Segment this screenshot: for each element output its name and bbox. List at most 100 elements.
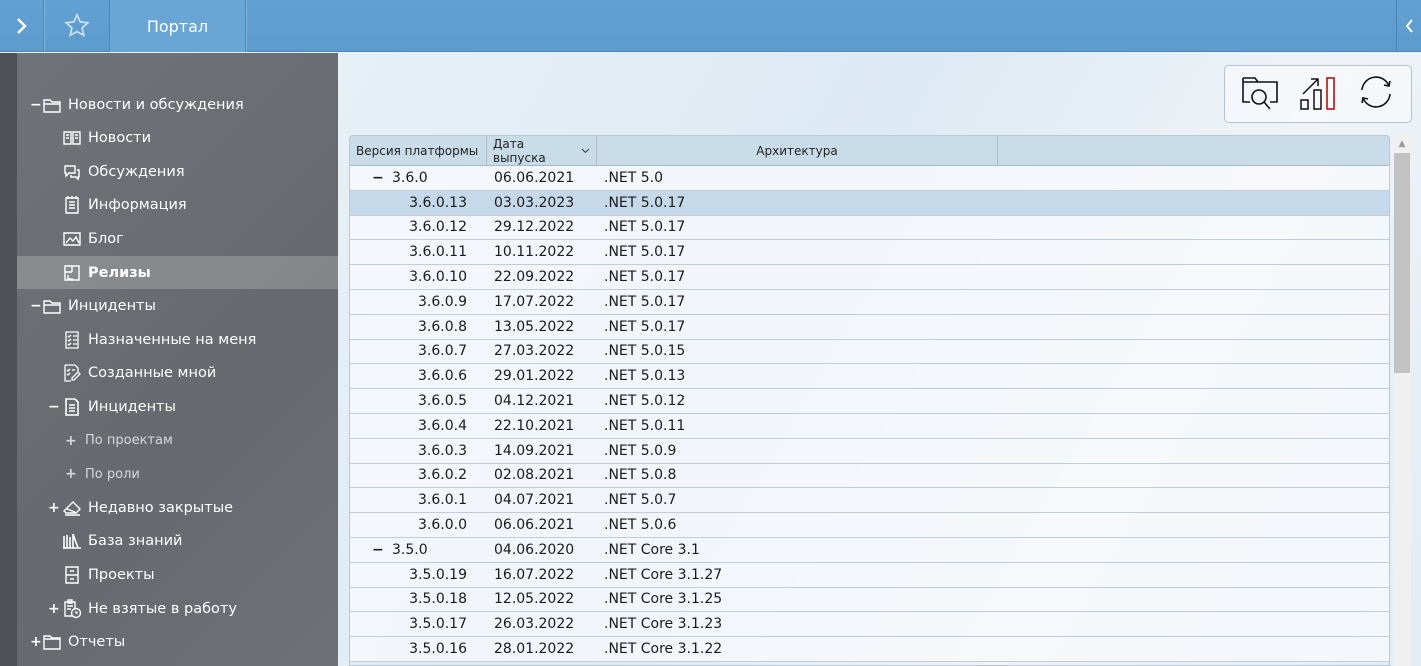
collapse-icon[interactable]: − bbox=[30, 96, 42, 113]
table-row[interactable]: 3.6.0.3 14.09.2021 .NET 5.0.9 bbox=[350, 438, 1389, 464]
table-row[interactable]: 3.6.0.8 13.05.2022 .NET 5.0.17 bbox=[350, 314, 1389, 340]
table-row[interactable]: 3.6.0.1 04.07.2021 .NET 5.0.7 bbox=[350, 488, 1389, 514]
group-row[interactable]: −3.5.0 04.06.2020 .NET Core 3.1 bbox=[350, 537, 1389, 563]
toolbar bbox=[1224, 65, 1412, 123]
version-cell: 3.6.0.9 bbox=[418, 293, 467, 310]
sidebar-item[interactable]: Блог bbox=[17, 222, 338, 255]
collapse-icon[interactable]: − bbox=[48, 398, 60, 415]
sidebar-item-label: Обсуждения bbox=[88, 163, 185, 180]
table-row[interactable]: 3.5.0.18 12.05.2022 .NET Core 3.1.25 bbox=[350, 587, 1389, 613]
table-row[interactable]: 3.6.0.11 10.11.2022 .NET 5.0.17 bbox=[350, 240, 1389, 266]
scrollbar-thumb[interactable] bbox=[1394, 153, 1410, 373]
version-cell: 3.6.0.10 bbox=[409, 269, 467, 286]
table-header: Версия платформы Дата выпуска Архитектур… bbox=[350, 136, 1389, 166]
architecture-cell: .NET Core 3.1.23 bbox=[604, 616, 723, 633]
expand-icon[interactable]: + bbox=[65, 466, 77, 483]
sidebar-item[interactable]: + По проектам bbox=[17, 424, 338, 457]
scroll-up-icon[interactable]: ▲ bbox=[1398, 139, 1406, 149]
sidebar-item[interactable]: Созданные мной bbox=[17, 357, 338, 390]
sidebar-item[interactable]: Информация bbox=[17, 189, 338, 222]
chevron-down-icon bbox=[581, 148, 590, 154]
table-row[interactable]: 3.5.0.19 16.07.2022 .NET Core 3.1.27 bbox=[350, 562, 1389, 588]
folder-search-icon bbox=[1242, 77, 1278, 110]
date-cell: 29.01.2022 bbox=[494, 368, 575, 385]
sidebar-item-label: Новости bbox=[88, 130, 152, 147]
collapse-icon[interactable]: − bbox=[372, 169, 384, 186]
architecture-cell: .NET 5.0.13 bbox=[604, 368, 686, 385]
table-row[interactable]: 3.5.0.17 26.03.2022 .NET Core 3.1.23 bbox=[350, 612, 1389, 638]
sidebar-item[interactable]: Релизы bbox=[17, 256, 338, 289]
date-cell: 28.01.2022 bbox=[494, 641, 575, 658]
date-cell: 14.09.2021 bbox=[494, 442, 575, 459]
table-row[interactable]: 3.6.0.2 02.08.2021 .NET 5.0.8 bbox=[350, 463, 1389, 489]
refresh-button[interactable] bbox=[1356, 72, 1396, 116]
book-icon bbox=[62, 128, 82, 148]
collapse-icon[interactable]: − bbox=[372, 541, 384, 558]
sidebar-item-label: Релизы bbox=[88, 264, 151, 281]
table-row[interactable]: 3.6.0.13 03.03.2023 .NET 5.0.17 bbox=[350, 190, 1389, 216]
sidebar-item-label: Назначенные на меня bbox=[88, 331, 257, 348]
sidebar-item[interactable]: − Новости и обсуждения bbox=[17, 88, 338, 121]
table-row[interactable]: 3.6.0.4 22.10.2021 .NET 5.0.11 bbox=[350, 413, 1389, 439]
statistics-button[interactable] bbox=[1298, 72, 1338, 116]
architecture-cell: .NET 5.0 bbox=[604, 169, 664, 186]
column-label: Дата выпуска bbox=[493, 137, 546, 165]
sidebar-item[interactable]: База знаний bbox=[17, 525, 338, 558]
column-label: Архитектура bbox=[756, 144, 838, 158]
table-row[interactable]: 3.6.0.5 04.12.2021 .NET 5.0.12 bbox=[350, 389, 1389, 414]
tab-portal[interactable]: Портал bbox=[110, 0, 246, 52]
expand-icon[interactable]: + bbox=[48, 600, 60, 617]
sidebar-item[interactable]: Проекты bbox=[17, 558, 338, 591]
column-header-date[interactable]: Дата выпуска bbox=[487, 136, 597, 166]
architecture-cell: .NET 5.0.7 bbox=[604, 492, 677, 509]
sidebar-item[interactable]: Новости bbox=[17, 122, 338, 155]
sidebar: − Новости и обсуждения Новости Обсуждения Ин… bbox=[0, 53, 338, 666]
architecture-cell: .NET 5.0.17 bbox=[604, 293, 686, 310]
sidebar-item-label: Созданные мной bbox=[88, 365, 217, 382]
sidebar-item-label: Не взятые в работу bbox=[88, 600, 237, 617]
sidebar-item[interactable]: − Инциденты bbox=[17, 290, 338, 323]
table-row[interactable]: 3.6.0.12 29.12.2022 .NET 5.0.17 bbox=[350, 215, 1389, 241]
vertical-scrollbar[interactable]: ▲ bbox=[1393, 135, 1411, 666]
date-cell: 27.03.2022 bbox=[494, 343, 575, 360]
column-header-version[interactable]: Версия платформы bbox=[350, 136, 487, 166]
architecture-cell: .NET 5.0.17 bbox=[604, 194, 686, 211]
collapse-icon[interactable]: − bbox=[30, 298, 42, 315]
version-cell: 3.5.0 bbox=[392, 541, 428, 558]
collapse-panel-button[interactable] bbox=[1396, 0, 1421, 52]
expand-icon[interactable]: + bbox=[65, 432, 77, 449]
favorites-button[interactable] bbox=[44, 0, 110, 52]
expand-menu-button[interactable] bbox=[0, 0, 44, 52]
sidebar-item-label: Новости и обсуждения bbox=[68, 96, 244, 113]
sidebar-item[interactable]: + Недавно закрытые bbox=[17, 491, 338, 524]
table-row[interactable]: 3.5.0.16 28.01.2022 .NET Core 3.1.22 bbox=[350, 637, 1389, 662]
version-cell: 3.6.0 bbox=[392, 169, 428, 186]
expand-icon[interactable]: + bbox=[30, 634, 42, 651]
sidebar-item[interactable]: Назначенные на меня bbox=[17, 323, 338, 356]
sidebar-item[interactable]: + По роли bbox=[17, 458, 338, 491]
table-row[interactable]: 3.6.0.6 29.01.2022 .NET 5.0.13 bbox=[350, 364, 1389, 390]
folder-search-button[interactable] bbox=[1240, 72, 1280, 116]
chat-icon bbox=[62, 162, 82, 182]
eraser-icon bbox=[62, 498, 82, 518]
table-row[interactable]: 3.6.0.10 22.09.2022 .NET 5.0.17 bbox=[350, 265, 1389, 290]
expand-icon[interactable]: + bbox=[48, 499, 60, 516]
sidebar-item[interactable]: − Инциденты bbox=[17, 390, 338, 423]
date-cell: 12.05.2022 bbox=[494, 591, 575, 608]
checklist-edit-icon bbox=[62, 363, 82, 383]
table-row[interactable]: 3.6.0.7 27.03.2022 .NET 5.0.15 bbox=[350, 339, 1389, 365]
sidebar-item[interactable]: + Отчеты bbox=[17, 626, 338, 659]
sidebar-item[interactable]: Обсуждения bbox=[17, 155, 338, 188]
image-icon bbox=[62, 229, 82, 249]
top-bar: Портал bbox=[0, 0, 1421, 52]
sidebar-item[interactable]: + Не взятые в работу bbox=[17, 592, 338, 625]
column-header-architecture[interactable]: Архитектура bbox=[597, 136, 998, 166]
folder-open-icon bbox=[42, 95, 62, 115]
table-row[interactable]: 3.6.0.9 17.07.2022 .NET 5.0.17 bbox=[350, 289, 1389, 315]
group-row[interactable]: −3.6.0 06.06.2021 .NET 5.0 bbox=[350, 166, 1389, 191]
date-cell: 06.06.2021 bbox=[494, 517, 575, 534]
version-cell: 3.6.0.6 bbox=[418, 368, 467, 385]
table-row[interactable]: 3.6.0.0 06.06.2021 .NET 5.0.6 bbox=[350, 513, 1389, 538]
date-cell: 02.08.2021 bbox=[494, 467, 575, 484]
sidebar-item-label: Информация bbox=[88, 197, 187, 214]
